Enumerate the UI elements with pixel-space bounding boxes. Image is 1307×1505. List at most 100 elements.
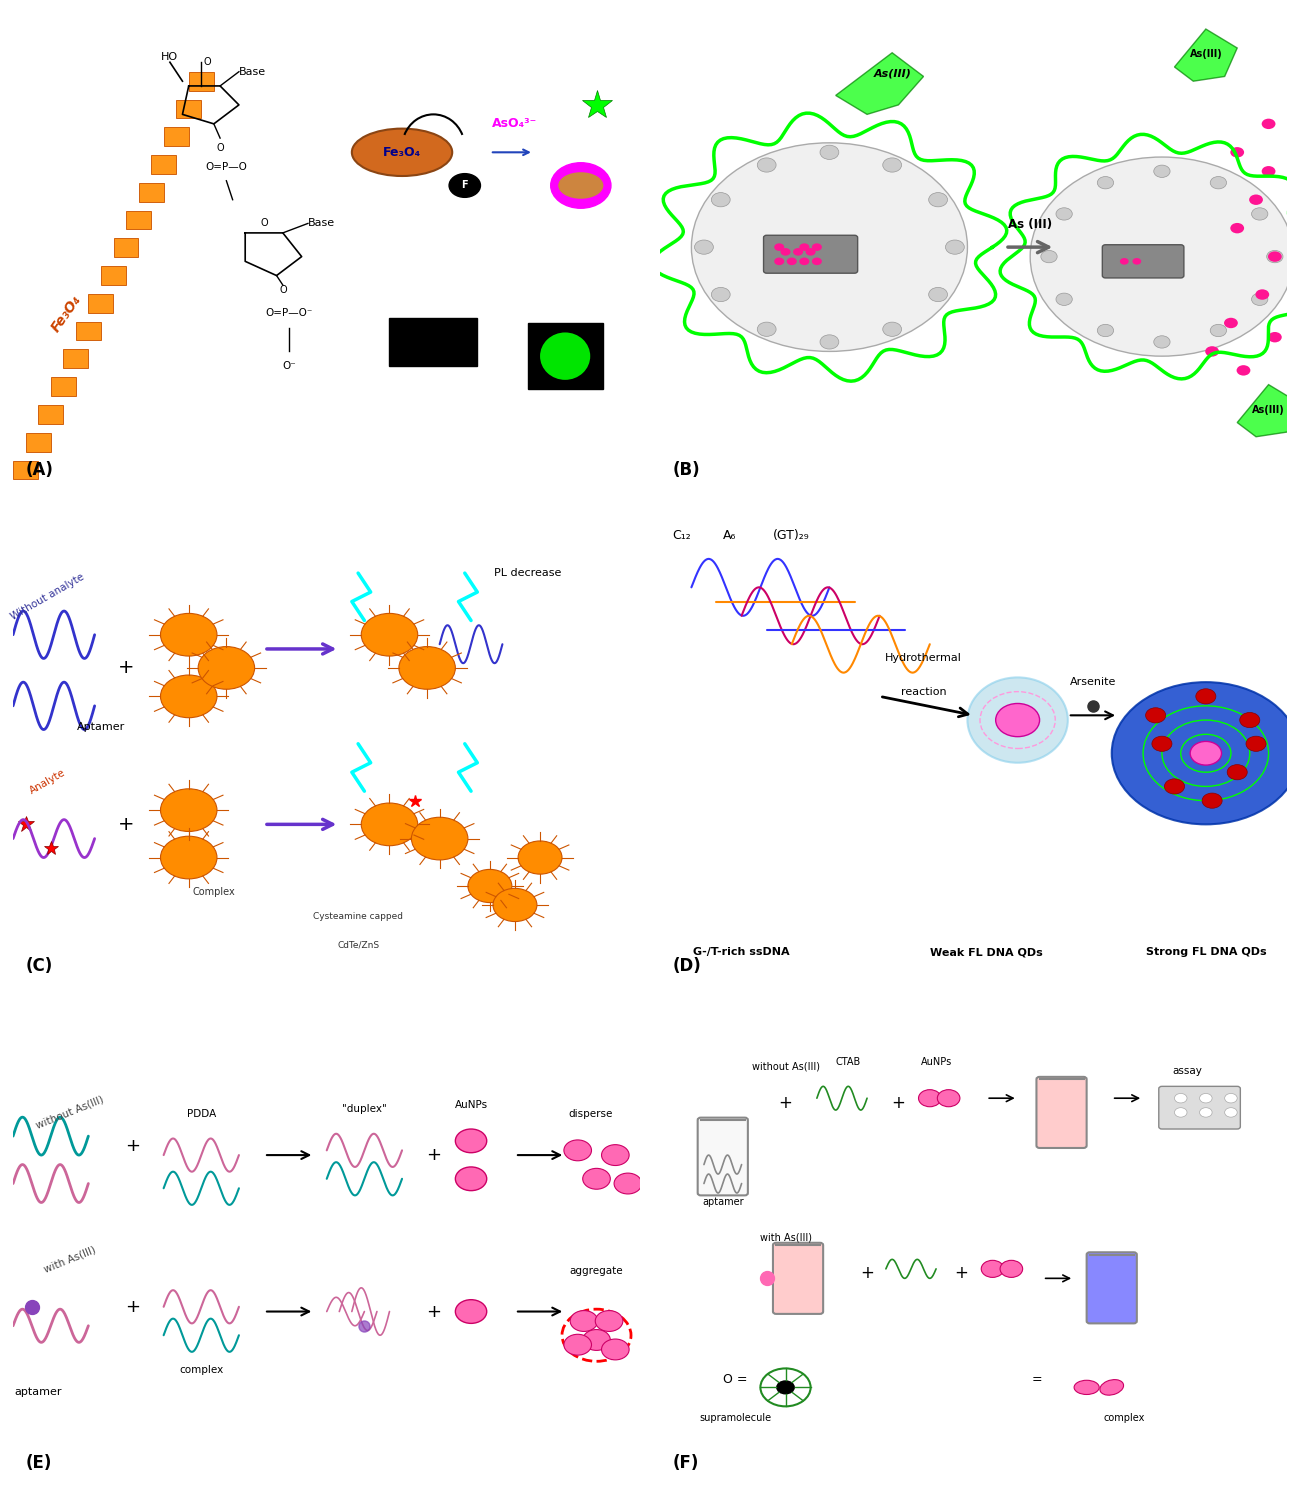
Circle shape [1200, 1094, 1212, 1103]
Circle shape [793, 248, 802, 256]
Text: with As(III): with As(III) [759, 1233, 812, 1243]
Circle shape [774, 244, 784, 251]
Bar [528, 324, 603, 390]
Circle shape [812, 257, 822, 265]
FancyBboxPatch shape [1102, 245, 1184, 278]
Circle shape [819, 144, 839, 160]
Circle shape [583, 1168, 610, 1189]
Circle shape [614, 1172, 642, 1193]
Text: (C): (C) [26, 957, 52, 975]
Circle shape [812, 244, 822, 251]
Text: "duplex": "duplex" [342, 1105, 387, 1114]
Circle shape [518, 841, 562, 874]
Text: +: + [426, 1147, 440, 1163]
Circle shape [563, 1139, 592, 1160]
Circle shape [455, 1300, 486, 1323]
Text: +: + [124, 1297, 140, 1315]
Circle shape [1040, 250, 1057, 263]
Circle shape [1225, 1094, 1238, 1103]
Text: Strong FL DNA QDs: Strong FL DNA QDs [1145, 947, 1266, 957]
Text: aptamer: aptamer [14, 1388, 61, 1397]
Text: C₁₂: C₁₂ [673, 528, 691, 542]
Circle shape [774, 257, 784, 265]
Text: O⁻: O⁻ [282, 361, 295, 370]
Circle shape [1249, 194, 1263, 205]
Circle shape [601, 1339, 629, 1361]
Text: disperse: disperse [569, 1109, 613, 1120]
Circle shape [1261, 166, 1276, 176]
Text: O=P—O⁻: O=P—O⁻ [265, 309, 312, 319]
Circle shape [468, 870, 512, 903]
Text: with As(III): with As(III) [42, 1245, 97, 1275]
Circle shape [493, 888, 537, 921]
Circle shape [761, 1368, 810, 1406]
Polygon shape [1175, 29, 1238, 81]
Text: (A): (A) [26, 461, 54, 479]
Circle shape [819, 334, 839, 349]
Circle shape [1225, 1108, 1238, 1117]
Circle shape [161, 676, 217, 718]
Circle shape [937, 1090, 959, 1106]
Text: Arsenite: Arsenite [1069, 677, 1116, 688]
Text: (E): (E) [26, 1454, 52, 1472]
Ellipse shape [1074, 1380, 1099, 1395]
Text: G-/T-rich ssDNA: G-/T-rich ssDNA [693, 947, 789, 957]
FancyBboxPatch shape [1159, 1087, 1240, 1129]
FancyBboxPatch shape [1086, 1252, 1137, 1323]
Text: (B): (B) [673, 461, 701, 479]
Circle shape [1112, 682, 1300, 825]
Circle shape [1098, 176, 1114, 188]
Text: O: O [204, 57, 212, 68]
Circle shape [929, 287, 948, 301]
Circle shape [757, 158, 776, 172]
Circle shape [1227, 765, 1247, 780]
Text: Cysteamine capped: Cysteamine capped [314, 912, 403, 921]
Circle shape [882, 158, 902, 172]
Text: CTAB: CTAB [835, 1057, 861, 1067]
Text: Complex: Complex [192, 888, 235, 897]
Text: F: F [461, 181, 468, 191]
Text: As (III): As (III) [1008, 218, 1052, 232]
Text: (GT)₂₉: (GT)₂₉ [772, 528, 810, 542]
Circle shape [1266, 250, 1283, 263]
Circle shape [1252, 208, 1268, 220]
Circle shape [945, 239, 965, 254]
Polygon shape [1238, 385, 1300, 436]
Ellipse shape [1100, 1380, 1124, 1395]
FancyBboxPatch shape [698, 1118, 748, 1195]
Polygon shape [835, 53, 924, 114]
Text: O: O [260, 218, 268, 229]
Circle shape [1210, 325, 1226, 337]
Text: O=P—O: O=P—O [205, 161, 247, 172]
Circle shape [800, 257, 809, 265]
Text: =: = [1031, 1373, 1042, 1386]
Circle shape [601, 1145, 629, 1165]
Circle shape [776, 1380, 795, 1395]
Text: Fe₃O₄: Fe₃O₄ [383, 146, 421, 160]
Text: +: + [779, 1094, 792, 1112]
Circle shape [563, 1335, 592, 1354]
Text: reaction: reaction [901, 686, 946, 697]
Circle shape [455, 1166, 486, 1190]
Circle shape [583, 1329, 610, 1350]
Circle shape [757, 322, 776, 336]
Circle shape [1146, 707, 1166, 722]
Text: PL decrease: PL decrease [494, 567, 561, 578]
Circle shape [1196, 689, 1216, 704]
Circle shape [1246, 736, 1266, 751]
Text: complex: complex [1103, 1413, 1145, 1422]
Circle shape [361, 614, 418, 656]
Circle shape [161, 837, 217, 879]
Circle shape [929, 193, 948, 206]
Text: without As(III): without As(III) [34, 1094, 105, 1130]
Circle shape [800, 244, 809, 251]
Circle shape [1230, 223, 1244, 233]
Circle shape [399, 647, 455, 689]
Circle shape [1191, 742, 1222, 765]
Text: AsO₄³⁻: AsO₄³⁻ [493, 117, 537, 131]
Circle shape [780, 248, 791, 256]
Text: As(III): As(III) [1189, 50, 1222, 60]
Text: (D): (D) [673, 957, 702, 975]
Circle shape [1202, 793, 1222, 808]
Circle shape [570, 1311, 597, 1332]
